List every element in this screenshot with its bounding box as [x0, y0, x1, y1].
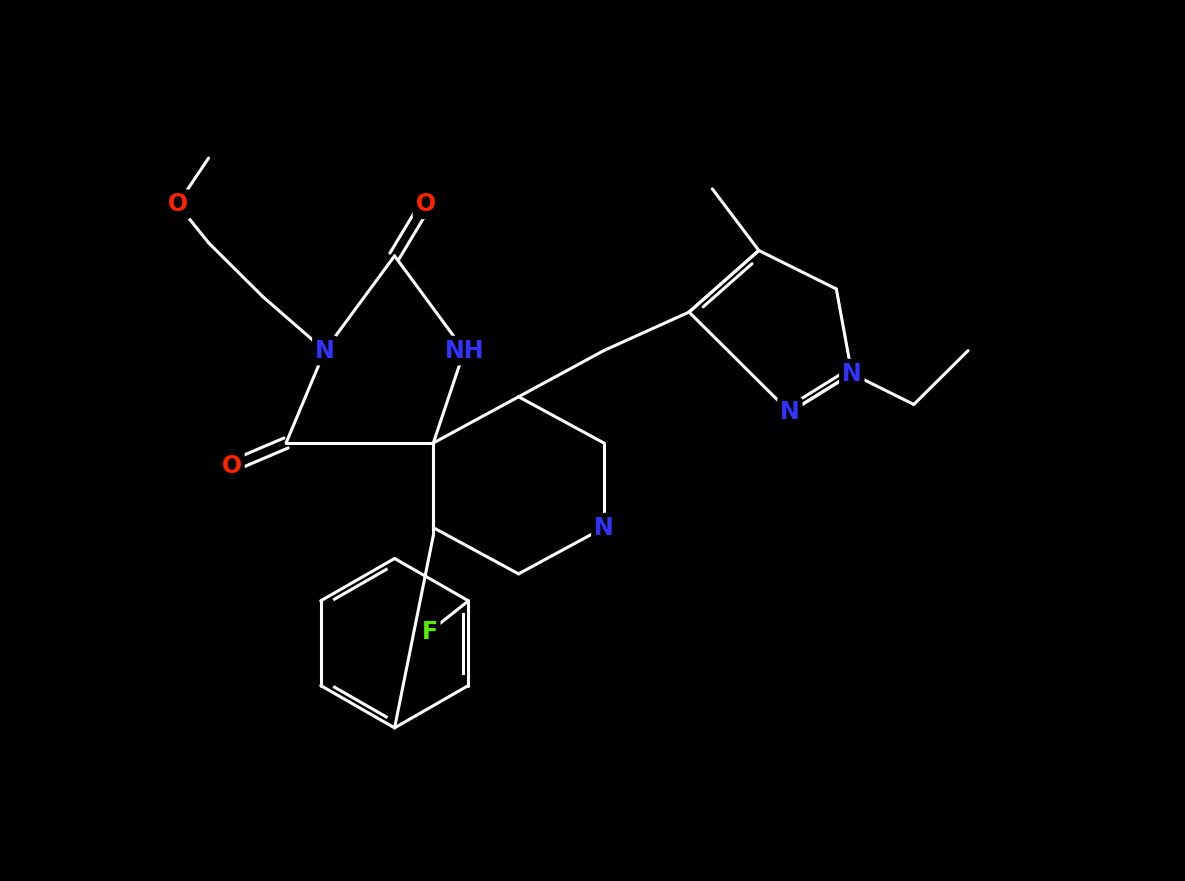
- Text: NH: NH: [444, 338, 485, 363]
- Text: O: O: [222, 454, 242, 478]
- Text: O: O: [416, 192, 436, 216]
- Text: F: F: [422, 619, 437, 644]
- Text: N: N: [780, 400, 800, 424]
- Text: N: N: [843, 362, 861, 386]
- Text: N: N: [315, 338, 334, 363]
- Text: O: O: [167, 192, 187, 216]
- Text: N: N: [594, 515, 614, 540]
